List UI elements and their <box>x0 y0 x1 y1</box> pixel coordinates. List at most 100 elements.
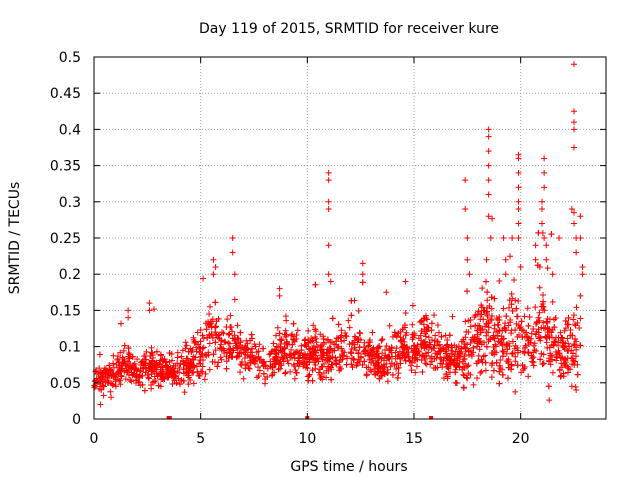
data-point <box>548 231 555 238</box>
data-point <box>512 388 519 395</box>
data-point <box>493 328 500 335</box>
data-point <box>365 343 372 350</box>
data-point <box>444 375 451 382</box>
data-point <box>255 348 262 355</box>
data-point <box>288 332 295 339</box>
data-point <box>300 361 307 368</box>
data-point <box>571 361 578 368</box>
data-point <box>252 343 259 350</box>
data-point <box>431 312 438 319</box>
data-point <box>494 332 501 339</box>
data-point <box>224 316 231 323</box>
x-axis-label: GPS time / hours <box>290 459 407 475</box>
data-point <box>577 315 584 322</box>
data-point <box>456 350 463 357</box>
data-point-notable <box>549 271 556 278</box>
data-point-notable <box>517 263 524 270</box>
data-point <box>206 331 213 338</box>
data-point-baseline <box>429 416 434 419</box>
data-point <box>335 321 342 328</box>
data-point <box>255 364 262 371</box>
data-point <box>528 330 535 337</box>
data-point <box>242 365 249 372</box>
data-point <box>374 344 381 351</box>
data-point <box>447 369 454 376</box>
data-point <box>377 372 384 379</box>
data-point <box>427 341 434 348</box>
data-point <box>445 344 452 351</box>
data-point-notable <box>571 209 577 216</box>
data-point <box>452 379 459 386</box>
data-point <box>431 337 438 344</box>
data-point <box>492 343 499 350</box>
data-point <box>287 368 294 375</box>
data-point <box>536 309 543 316</box>
data-point <box>236 341 243 348</box>
data-point <box>179 357 186 364</box>
data-point <box>478 356 485 363</box>
data-point <box>564 321 571 328</box>
data-point <box>478 341 485 348</box>
data-point <box>212 347 219 354</box>
data-point <box>332 354 339 361</box>
data-point <box>315 358 322 365</box>
data-point <box>496 277 503 284</box>
data-point <box>284 357 291 364</box>
data-point <box>460 371 467 378</box>
data-point <box>225 340 232 347</box>
y-tick-label: 0.2 <box>59 267 81 283</box>
data-point <box>306 371 313 378</box>
data-point <box>315 369 322 376</box>
data-point <box>551 324 558 331</box>
data-point <box>525 322 532 329</box>
data-point <box>475 308 482 315</box>
data-point <box>536 333 543 340</box>
data-point <box>97 381 104 388</box>
data-point <box>467 317 474 324</box>
data-point <box>249 354 256 361</box>
data-point-notable <box>571 61 577 68</box>
data-point <box>212 324 219 331</box>
data-point <box>560 370 567 377</box>
data-point <box>232 336 239 343</box>
axis-ticks <box>93 56 606 420</box>
data-point <box>146 375 153 382</box>
data-point <box>552 349 559 356</box>
data-point <box>332 360 339 367</box>
data-point <box>294 327 301 334</box>
data-point-notable <box>229 235 236 241</box>
data-point <box>151 378 158 385</box>
data-point <box>435 329 442 336</box>
data-point <box>512 297 519 304</box>
data-point <box>212 323 219 330</box>
data-point <box>283 352 290 359</box>
data-point <box>105 369 112 376</box>
data-point <box>343 353 350 360</box>
data-point <box>537 334 544 341</box>
data-point <box>305 327 312 334</box>
data-point-notable <box>325 206 332 213</box>
data-point <box>366 339 373 346</box>
data-point-notable <box>571 144 577 151</box>
data-point-notable <box>327 278 334 285</box>
data-point <box>418 327 425 334</box>
data-point <box>309 367 316 374</box>
data-point <box>197 360 204 367</box>
data-point <box>499 371 506 378</box>
data-point <box>455 352 462 359</box>
data-point <box>361 339 368 346</box>
data-point <box>172 363 179 370</box>
data-point-notable <box>464 235 471 241</box>
data-point <box>543 334 550 341</box>
data-point <box>275 366 282 373</box>
data-point <box>488 305 495 312</box>
data-point <box>556 350 563 357</box>
data-point <box>341 337 348 344</box>
data-point <box>237 329 244 336</box>
x-tick-label: 15 <box>405 431 423 447</box>
data-point <box>570 316 577 323</box>
data-point <box>402 357 409 364</box>
data-point <box>240 375 247 382</box>
data-point <box>369 346 376 353</box>
data-point <box>125 365 132 372</box>
